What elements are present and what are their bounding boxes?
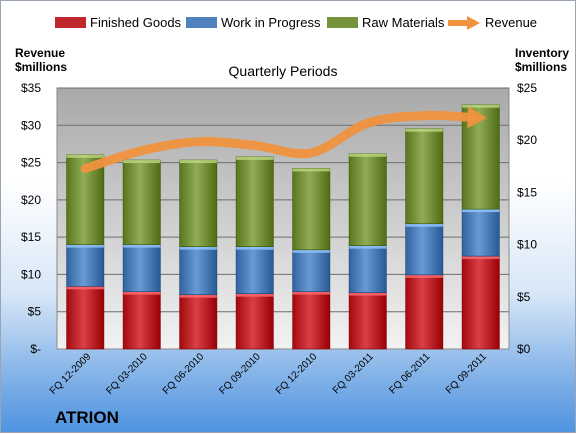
right-tick-label: $20 (517, 133, 537, 147)
bar-top-highlight (349, 292, 387, 296)
bar-top-highlight (66, 286, 104, 290)
revenue-line-path (80, 110, 477, 174)
bar-work-in-progress (292, 249, 331, 292)
left-axis-ticks: $- $5 $10 $15 $20 $25 $30 $35 (21, 81, 41, 356)
bar-work-in-progress (461, 208, 500, 257)
legend-swatch-finished-goods (55, 17, 86, 28)
bar-raw-materials (179, 159, 218, 247)
bar-raw-materials (235, 156, 274, 247)
bar-finished-goods (179, 294, 218, 350)
legend-swatch-raw-materials (327, 17, 358, 28)
x-tick-label: FQ 03-2011 (331, 351, 376, 396)
right-tick-label: $10 (517, 238, 537, 252)
legend: Finished Goods Work in Progress Raw Mate… (55, 15, 537, 30)
legend-label-finished-goods: Finished Goods (90, 15, 182, 30)
bar-top-highlight (179, 246, 217, 250)
revenue-arrow-head (467, 106, 487, 129)
left-tick-label: $30 (21, 118, 41, 132)
bar-top-highlight (236, 156, 274, 160)
brand-label: ATRION (55, 408, 119, 427)
bar-top-highlight (66, 154, 104, 158)
bar-finished-goods (122, 291, 161, 350)
bar-top-highlight (405, 223, 443, 227)
left-tick-label: $20 (21, 193, 41, 207)
bar-top-highlight (66, 244, 104, 248)
bar-top-highlight (123, 160, 161, 164)
right-tick-label: $15 (517, 185, 537, 199)
bar-work-in-progress (235, 246, 274, 294)
bar-finished-goods (348, 292, 387, 350)
bar-top-highlight (292, 249, 330, 253)
right-tick-label: $0 (517, 342, 531, 356)
bar-top-highlight (462, 104, 500, 108)
bar-finished-goods (292, 291, 331, 350)
bar-top-highlight (405, 274, 443, 278)
bar-top-highlight (349, 245, 387, 249)
bar-work-in-progress (122, 244, 161, 292)
bar-work-in-progress (179, 246, 218, 296)
bar-finished-goods (66, 286, 105, 350)
bar-top-highlight (349, 153, 387, 157)
left-tick-label: $- (30, 342, 41, 356)
right-axis-title-line2: $millions (515, 60, 567, 74)
x-tick-label: FQ 09-2010 (217, 351, 263, 397)
x-axis-labels: FQ 12-2009 FQ 03-2010 FQ 06-2010 FQ 09-2010… (48, 351, 489, 397)
left-tick-label: $5 (28, 305, 42, 319)
x-tick-label: FQ 12-2009 (48, 351, 94, 397)
bar-top-highlight (462, 209, 500, 213)
left-tick-label: $25 (21, 156, 41, 170)
revenue-line (80, 106, 487, 174)
x-tick-label: FQ 09-2011 (444, 351, 489, 396)
bar-top-highlight (405, 128, 443, 132)
left-tick-label: $35 (21, 81, 41, 95)
legend-label-work-in-progress: Work in Progress (221, 15, 321, 30)
bar-finished-goods (461, 255, 500, 350)
bar-work-in-progress (348, 245, 387, 293)
x-tick-label: FQ 03-2010 (104, 351, 150, 397)
bar-top-highlight (236, 293, 274, 297)
bar-raw-materials (405, 128, 444, 225)
bar-raw-materials (292, 168, 331, 251)
bar-work-in-progress (405, 223, 444, 276)
left-tick-label: $10 (21, 267, 41, 281)
bar-top-highlight (179, 160, 217, 164)
right-tick-label: $5 (517, 290, 531, 304)
bar-top-highlight (292, 168, 330, 172)
legend-label-raw-materials: Raw Materials (362, 15, 445, 30)
left-tick-label: $15 (21, 230, 41, 244)
bar-top-highlight (462, 256, 500, 260)
right-axis-title-line1: Inventory (515, 46, 569, 60)
left-axis-title-line1: Revenue (15, 46, 65, 60)
bar-work-in-progress (66, 244, 105, 287)
left-axis-title-line2: $millions (15, 60, 67, 74)
bar-top-highlight (123, 291, 161, 295)
bar-finished-goods (235, 293, 274, 350)
bar-top-highlight (292, 291, 330, 295)
x-tick-label: FQ 06-2010 (161, 351, 207, 397)
bar-top-highlight (236, 246, 274, 250)
right-tick-label: $25 (517, 81, 537, 95)
legend-label-revenue: Revenue (485, 15, 537, 30)
chart-title: Quarterly Periods (229, 63, 338, 79)
legend-swatch-work-in-progress (186, 17, 217, 28)
right-axis-ticks: $0 $5 $10 $15 $20 $25 (517, 81, 537, 356)
bar-top-highlight (123, 244, 161, 248)
legend-swatch-revenue (448, 16, 480, 30)
bar-finished-goods (405, 274, 444, 350)
x-tick-label: FQ 12-2010 (274, 351, 320, 397)
x-tick-label: FQ 06-2011 (387, 351, 432, 396)
bar-raw-materials (348, 153, 387, 246)
bar-top-highlight (179, 294, 217, 298)
bar-raw-materials (122, 159, 161, 245)
